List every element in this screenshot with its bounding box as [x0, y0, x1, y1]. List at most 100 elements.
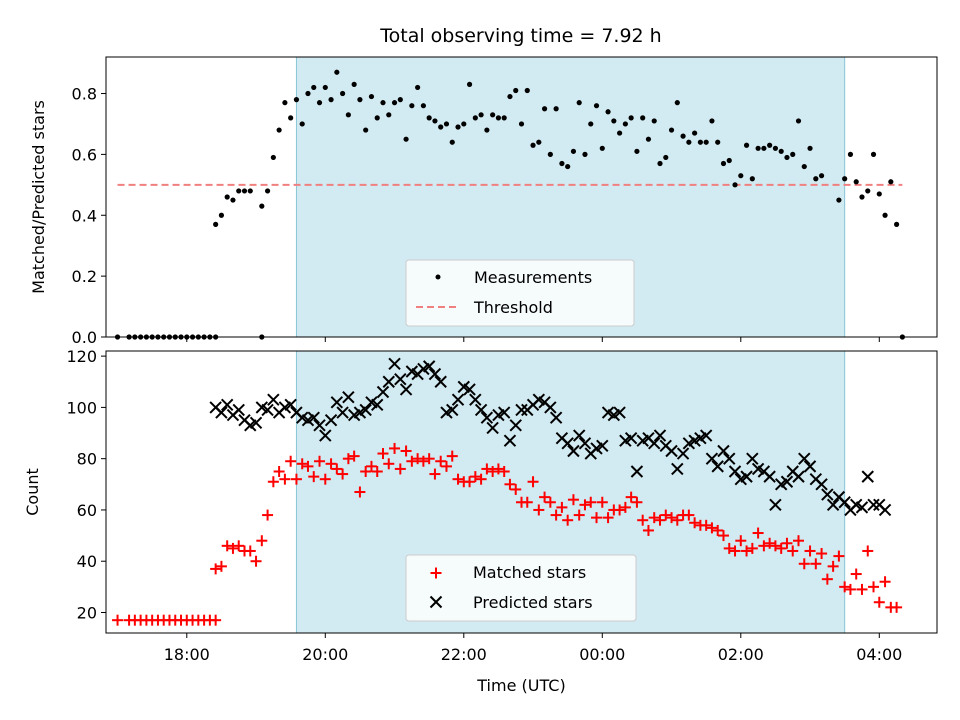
measurement-point — [709, 118, 715, 124]
measurement-point — [449, 139, 455, 145]
measurement-point — [224, 194, 230, 200]
measurement-point — [882, 212, 888, 218]
x-stroke — [746, 452, 759, 465]
measurement-point — [692, 130, 698, 136]
predicted-star-point — [878, 503, 892, 517]
matched-star-point — [804, 545, 816, 557]
matched-star-point — [706, 522, 718, 534]
matched-star-point — [464, 476, 476, 488]
matched-star-point — [285, 455, 297, 467]
measurement-point — [611, 118, 617, 124]
ratio-panel-frame — [105, 56, 938, 338]
measurement-point — [299, 121, 305, 127]
x-stroke — [676, 447, 690, 460]
x-stroke — [596, 439, 609, 453]
measurement-point — [795, 118, 802, 124]
measurement-point — [293, 97, 300, 103]
measurement-point — [784, 154, 790, 161]
measurement-point — [247, 188, 253, 194]
x-stroke — [780, 475, 794, 488]
x-stroke — [544, 401, 557, 414]
predicted-star-point — [711, 460, 724, 473]
matched-star-point — [389, 442, 401, 454]
y-tick-label: 60 — [77, 501, 97, 520]
y-tick-label: 0.2 — [72, 267, 97, 286]
x-stroke — [382, 375, 395, 388]
y-tick-label: 80 — [77, 450, 97, 469]
predicted-star-point — [342, 390, 355, 404]
x-stroke — [249, 416, 263, 429]
count-x-axis: 18:00 20:00 22:00 00:00 02:00 04:00 — [164, 633, 902, 664]
measurement-point — [634, 148, 640, 154]
x-stroke — [769, 498, 782, 512]
predicted-star-point — [249, 416, 263, 429]
predicted-star-point — [394, 372, 407, 386]
matched-star-point — [510, 483, 522, 495]
measurement-point — [726, 157, 732, 164]
matched-star-point — [348, 450, 360, 462]
matched-star-point — [723, 542, 735, 554]
x-stroke — [705, 452, 719, 465]
x-stroke — [232, 403, 245, 417]
x-stroke — [728, 465, 742, 478]
predicted-star-point — [451, 393, 465, 406]
matched-star-point — [562, 514, 574, 526]
x-stroke — [671, 462, 684, 476]
matched-star-point — [868, 581, 880, 593]
matched-star-point — [452, 473, 464, 485]
x-stroke — [699, 429, 713, 442]
predicted-star-point — [474, 403, 488, 417]
measurement-point — [553, 106, 559, 112]
x-tick-label: 18:00 — [164, 645, 210, 664]
predicted-star-point — [740, 470, 753, 483]
predicted-star-point — [769, 498, 782, 512]
measurement-point — [241, 188, 248, 194]
measurement-point — [888, 179, 894, 185]
matched-star-point — [469, 471, 481, 483]
matched-star-point — [764, 537, 776, 549]
x-stroke — [330, 396, 344, 409]
x-stroke — [296, 411, 309, 424]
ratio-legend: Measurements Threshold — [405, 259, 635, 327]
matched-star-point — [365, 460, 377, 472]
measurement-point — [276, 127, 282, 133]
predicted-star-point — [307, 411, 320, 424]
measurement-point — [397, 97, 403, 103]
measurement-point — [357, 97, 363, 103]
predicted-legend-cross — [429, 595, 443, 609]
matched-star-point — [533, 504, 545, 516]
measurement-point — [455, 124, 461, 130]
measurement-point — [767, 142, 773, 148]
matched-star-point — [210, 563, 222, 575]
predicted-star-point — [330, 396, 344, 409]
x-stroke — [319, 429, 332, 442]
x-stroke — [549, 411, 563, 424]
matched-star-point — [873, 596, 885, 608]
measurement-point — [640, 115, 646, 121]
matched-star-point — [879, 576, 891, 588]
x-stroke — [422, 360, 436, 373]
predicted-star-point — [469, 393, 482, 406]
x-stroke — [826, 498, 840, 512]
x-stroke — [578, 437, 592, 450]
measurement-point — [859, 194, 865, 200]
count-panel: 20 40 60 80 100 120 18:00 20:00 22:00 00:00 02:00… — [23, 347, 938, 695]
matched-star-point — [856, 583, 868, 595]
x-stroke — [515, 403, 528, 417]
measurement-point — [622, 121, 628, 127]
matched-star-point — [544, 496, 556, 508]
matched-star-point — [337, 468, 349, 480]
x-stroke — [255, 401, 269, 414]
matched-star-point — [302, 460, 314, 472]
predicted-star-point — [573, 429, 586, 442]
predicted-star-point — [220, 398, 234, 412]
measurement-point — [478, 112, 484, 118]
measurement-point — [305, 90, 311, 97]
x-stroke — [359, 403, 372, 417]
matched-star-point — [717, 530, 729, 542]
x-stroke — [399, 383, 413, 396]
x-stroke — [803, 460, 817, 473]
predicted-star-point — [544, 401, 557, 414]
x-stroke — [463, 383, 476, 396]
matched-star-point — [567, 494, 579, 506]
